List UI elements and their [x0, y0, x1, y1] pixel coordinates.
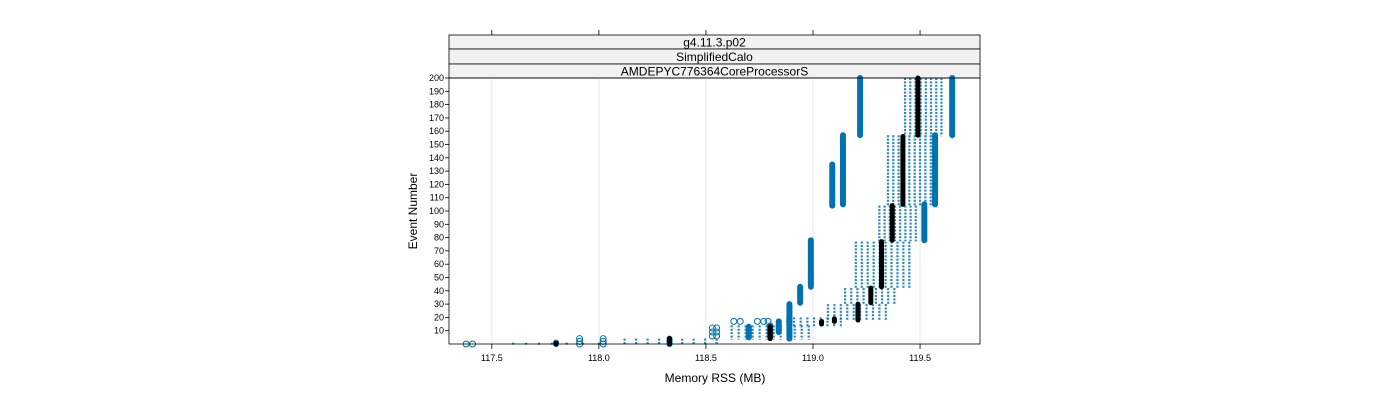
y-tick-label: 130: [429, 166, 444, 176]
x-axis: 117.5 118.0 118.5 119.0 119.5: [481, 344, 931, 363]
event-point: [576, 335, 584, 343]
event-point: [599, 335, 607, 343]
event-point: [713, 328, 721, 336]
event-point: [736, 317, 744, 325]
y-tick-label: 190: [429, 86, 444, 96]
strip-header-3: AMDEPYC776364CoreProcessorS: [448, 63, 981, 79]
x-axis-title: Memory RSS (MB): [665, 371, 766, 385]
y-tick-label: 200: [429, 73, 444, 83]
y-tick-label: 180: [429, 100, 444, 110]
y-tick-label: 40: [434, 286, 444, 296]
event-point: [708, 324, 716, 332]
y-tick-label: 150: [429, 140, 444, 150]
y-tick-label: 90: [434, 219, 444, 229]
y-tick-label: 10: [434, 326, 444, 336]
strip-header-2: SimplifiedCalo: [448, 48, 981, 65]
event-point: [760, 317, 768, 325]
x-tick-label: 119.5: [909, 353, 931, 363]
strip-label-2: SimplifiedCalo: [676, 50, 753, 64]
x-tick-label: 118.5: [695, 353, 717, 363]
event-point: [713, 332, 721, 340]
y-tick-label: 110: [430, 193, 444, 203]
y-axis: 10 20 30 40 50 60 70 80 90 100 110 120 130 140 150 160 1…: [429, 73, 449, 336]
y-tick-label: 30: [434, 299, 444, 309]
y-tick-label: 80: [434, 233, 444, 243]
y-axis-title: Event Number: [406, 173, 420, 250]
strip-label-3: AMDEPYC776364CoreProcessorS: [621, 65, 808, 79]
y-tick-label: 70: [434, 246, 444, 256]
event-point: [764, 317, 772, 325]
strip-header-1: g4.11.3.p02: [448, 34, 981, 50]
event-point: [708, 332, 716, 340]
event-point: [730, 317, 738, 325]
x-tick-label: 119.0: [802, 353, 824, 363]
y-tick-label: 170: [429, 113, 444, 123]
event-point: [708, 328, 716, 336]
y-tick-label: 20: [434, 312, 444, 322]
y-tick-label: 50: [434, 273, 444, 283]
x-top-ticks: [491, 30, 921, 35]
strip-label-1: g4.11.3.p02: [683, 36, 746, 50]
y-tick-label: 160: [429, 126, 444, 136]
data-layer: [462, 75, 956, 348]
y-tick-label: 140: [429, 153, 444, 163]
event-point: [713, 324, 721, 332]
y-tick-label: 100: [429, 206, 444, 216]
x-tick-label: 117.5: [481, 353, 503, 363]
x-tick-label: 118.0: [588, 353, 610, 363]
y-tick-label: 60: [434, 259, 444, 269]
y-tick-label: 120: [429, 179, 444, 189]
event-point: [753, 317, 761, 325]
